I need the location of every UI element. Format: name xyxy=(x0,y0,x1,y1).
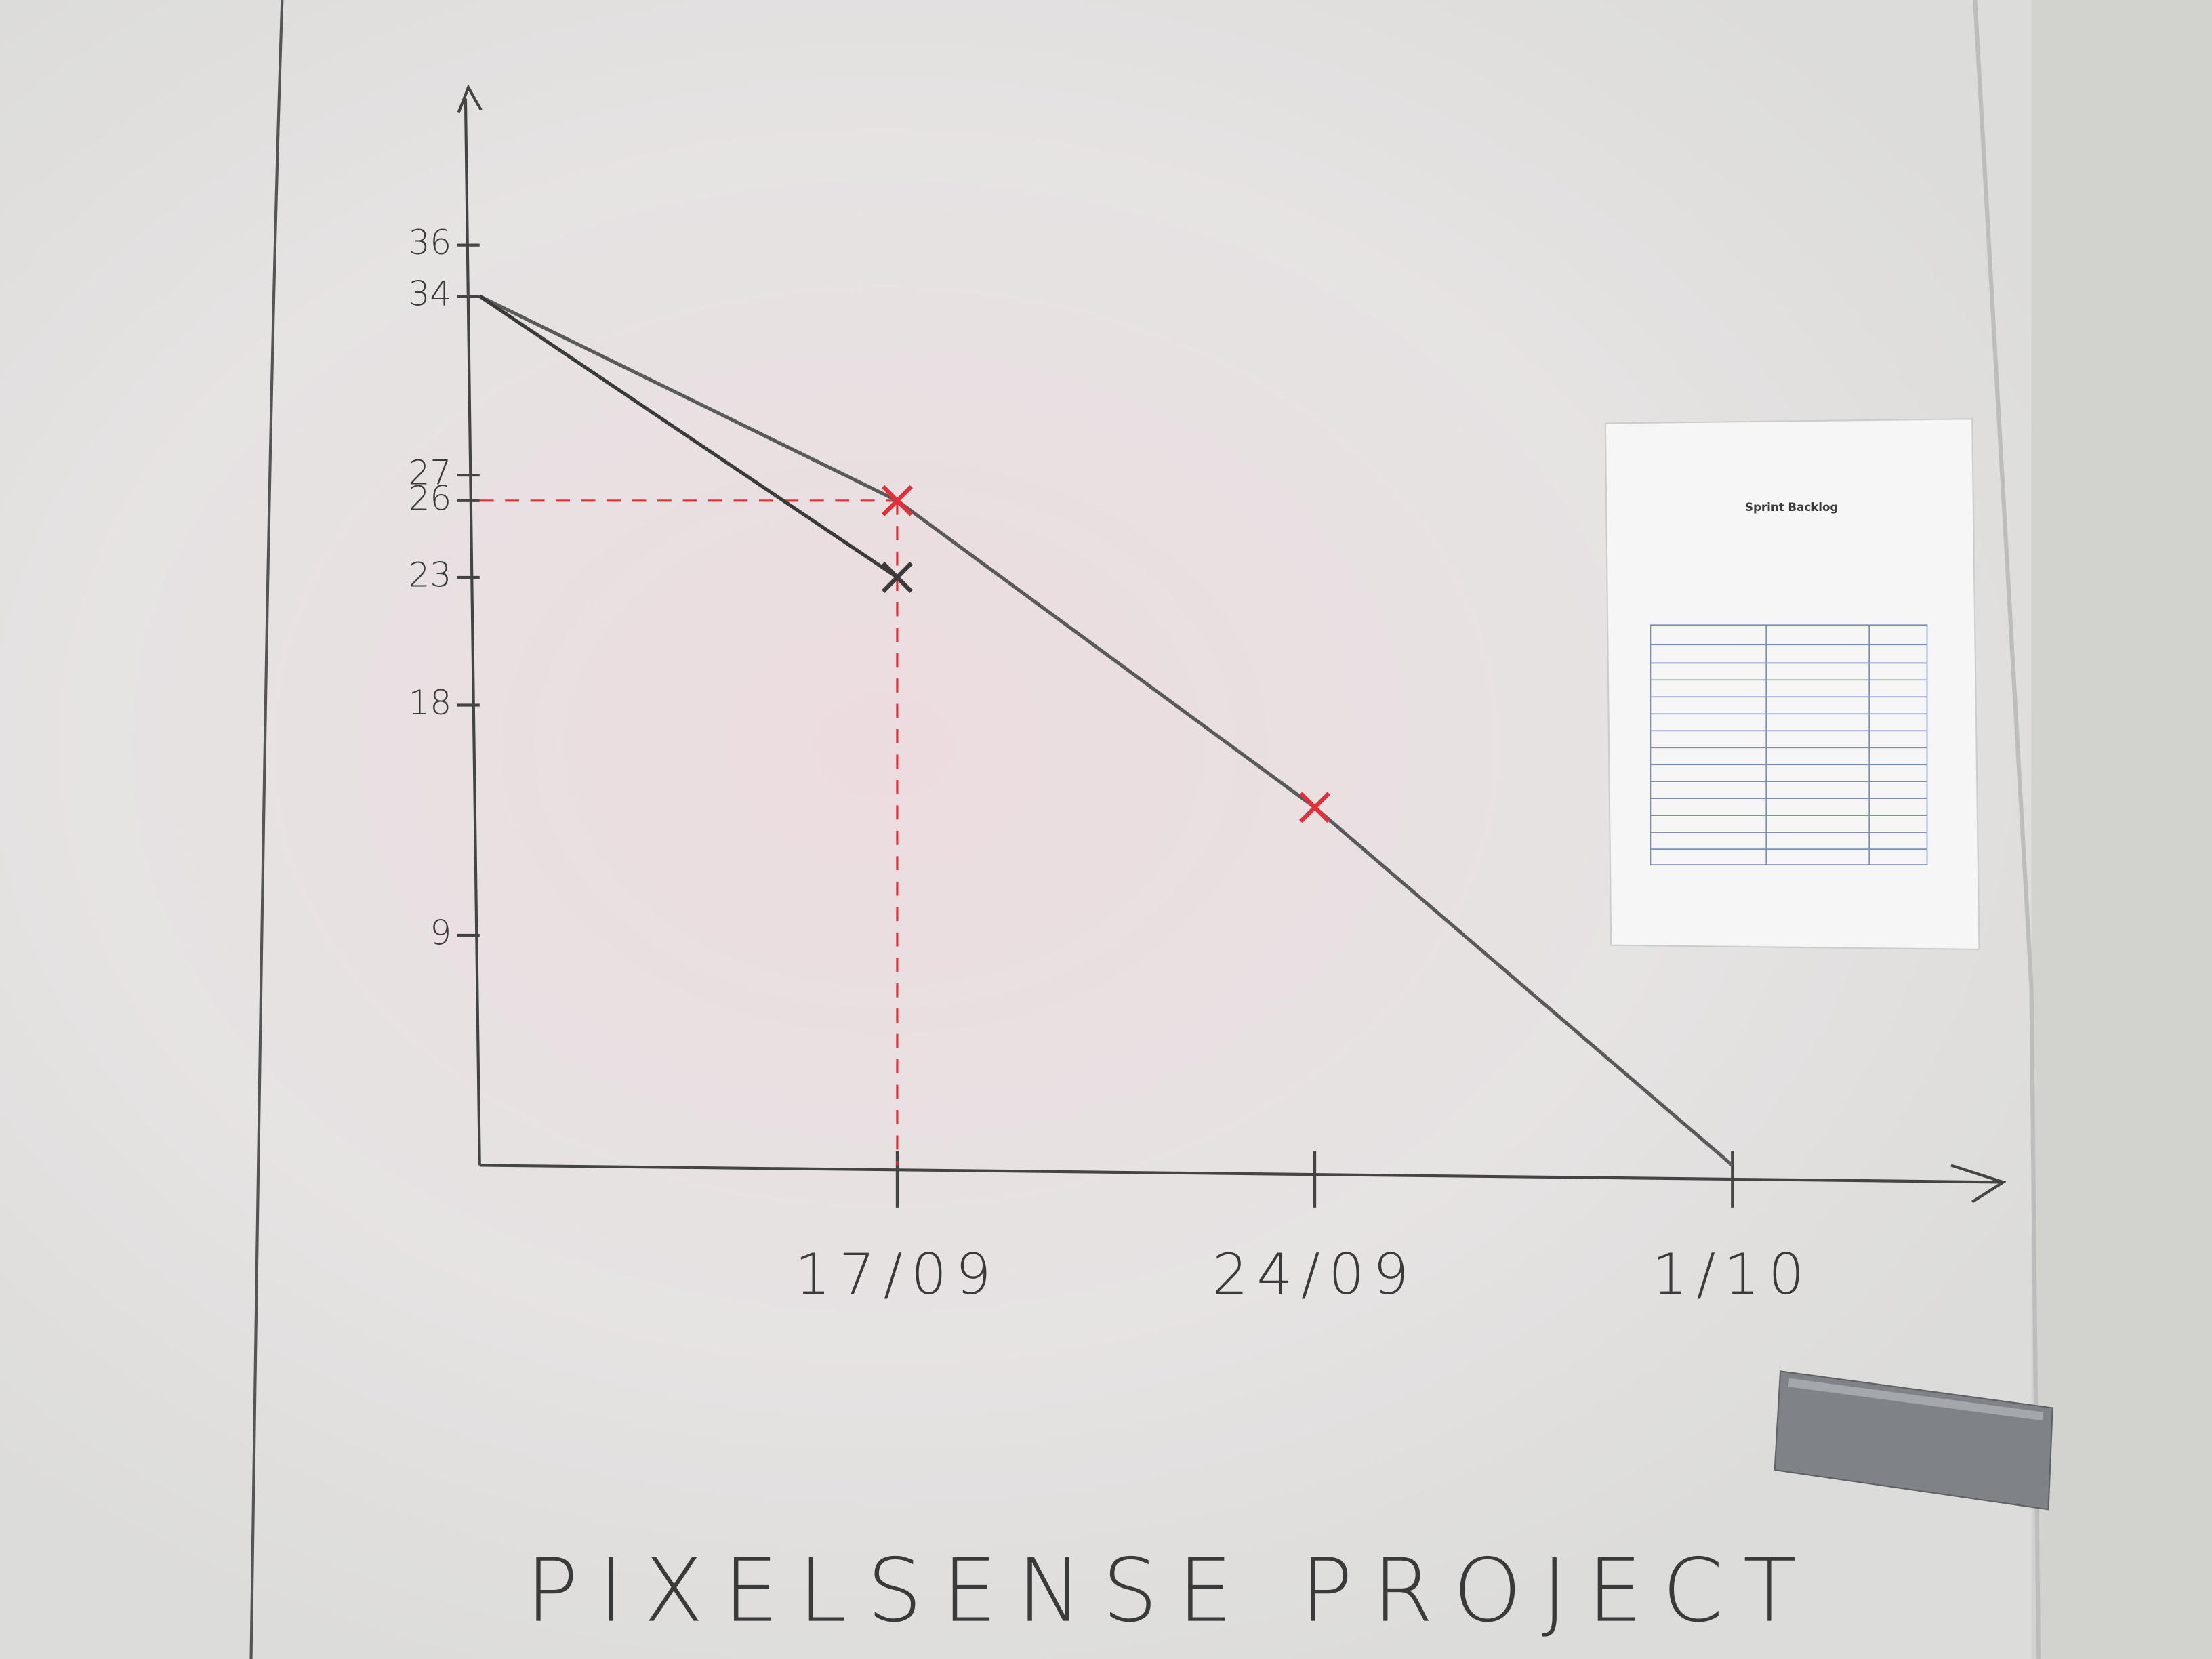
sprint-backlog-paper: Sprint Backlog xyxy=(1604,418,1980,950)
board-frame-line xyxy=(249,0,284,1659)
paper-table xyxy=(1650,624,1928,865)
y-tick-label: 34 xyxy=(409,274,452,314)
paper-sheet xyxy=(1604,418,1980,950)
point-cross xyxy=(881,561,913,593)
y-tick-label: 18 xyxy=(409,683,452,722)
y-tick-label: 36 xyxy=(409,223,452,262)
x-tick-label: 24/09 xyxy=(1212,1242,1417,1307)
point-cross xyxy=(881,485,913,516)
paper-title: Sprint Backlog xyxy=(1745,501,1838,514)
series-line xyxy=(478,294,1734,1167)
y-axis xyxy=(464,98,481,1166)
x-axis xyxy=(479,1164,2003,1184)
series-line xyxy=(478,294,899,579)
y-tick-label: 23 xyxy=(409,555,452,594)
eraser-grip xyxy=(1788,1378,2044,1421)
y-tick-label: 26 xyxy=(409,478,452,518)
wall xyxy=(2031,0,2212,1659)
y-tick-label: 9 xyxy=(430,913,451,952)
axes xyxy=(457,84,2007,1204)
y-axis-arrow xyxy=(457,84,483,114)
y-tick-label: 27 xyxy=(409,453,452,493)
x-tick-label: 17/09 xyxy=(795,1242,1000,1307)
point-cross xyxy=(1299,792,1331,823)
chart-title: PIXELSENSE PROJECT xyxy=(526,1540,1816,1642)
x-tick-label: 1/10 xyxy=(1652,1242,1813,1307)
x-axis-arrow xyxy=(1950,1164,2007,1204)
eraser xyxy=(1774,1370,2053,1511)
